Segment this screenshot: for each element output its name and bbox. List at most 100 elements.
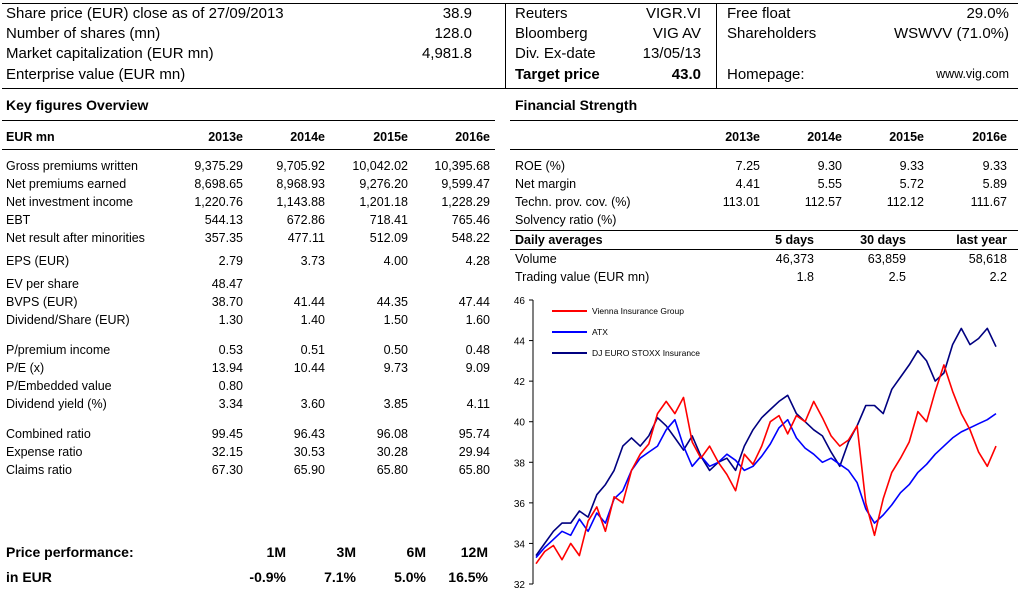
cell-value: 8,968.93 [276, 177, 325, 191]
key-figures-title: Key figures Overview [6, 97, 149, 113]
row-label: P/premium income [6, 343, 111, 357]
target-price-value: 43.0 [671, 66, 701, 83]
row-label: Solvency ratio (%) [515, 213, 617, 227]
homepage-link[interactable]: www.vig.com [936, 67, 1009, 81]
year-header: 2015e [889, 130, 924, 144]
financial-strength-title-rule [510, 120, 1018, 121]
key-figures-row: Net premiums earned 8,698.65 8,968.93 9,276… [6, 175, 496, 193]
key-figures-row: Expense ratio 32.15 30.53 30.28 29.94 [6, 443, 496, 461]
key-figures-row: Gross premiums written 9,375.29 9,705.92 10… [6, 157, 496, 175]
cell-value: 1.40 [300, 313, 325, 327]
cell-value: 111.67 [970, 195, 1007, 209]
daily-avg-col-header: last year [956, 233, 1007, 247]
shares-label: Number of shares (mn) [6, 25, 161, 42]
cell-value: 46,373 [775, 252, 814, 266]
cell-value: 44.35 [376, 295, 408, 309]
cell-value: 548.22 [451, 231, 490, 245]
legend-label-stoxx: DJ EURO STOXX Insurance [592, 348, 700, 358]
key-figures-row: P/E (x) 13.94 10.44 9.73 9.09 [6, 359, 496, 377]
key-figures-row: EV per share 48.47 [6, 275, 496, 293]
cell-value: 357.35 [204, 231, 243, 245]
perf-period: 1M [266, 544, 286, 560]
homepage-label: Homepage: [727, 66, 805, 83]
cell-value: 512.09 [369, 231, 408, 245]
row-label: Gross premiums written [6, 159, 138, 173]
cell-value: 4.28 [465, 254, 490, 268]
row-label: EPS (EUR) [6, 254, 70, 268]
cell-value: 30.28 [376, 445, 408, 459]
market-cap-label: Market capitalization (EUR mn) [6, 45, 214, 62]
y-tick-label: 46 [514, 296, 526, 307]
financial-strength-title: Financial Strength [515, 97, 638, 113]
cell-value: 9.30 [817, 159, 842, 173]
financial-strength-header-rule [510, 149, 1018, 150]
cell-value: 7.25 [735, 159, 760, 173]
cell-value: 1,201.18 [359, 195, 408, 209]
row-label: Trading value (EUR mn) [515, 270, 650, 284]
cell-value: 8,698.65 [194, 177, 243, 191]
market-cap-value: 4,981.8 [421, 45, 472, 62]
cell-value: 4.11 [466, 397, 490, 411]
cell-value: 544.13 [204, 213, 243, 227]
header-bottom-border [2, 88, 1018, 89]
y-tick-label: 40 [514, 418, 526, 429]
cell-value: 9,705.92 [276, 159, 325, 173]
cell-value: 10.44 [293, 361, 325, 375]
cell-value: 3.73 [300, 254, 325, 268]
daily-averages-row: Trading value (EUR mn) 1.8 2.5 2.2 [515, 268, 1010, 286]
price-chart: 32 34 36 38 40 42 44 46 Vienna Insurance Group A… [514, 296, 997, 590]
cell-value: 2.79 [218, 254, 243, 268]
price-performance-values-row: in EUR -0.9% 7.1% 5.0% 16.5% [6, 569, 496, 589]
header-divider-1 [505, 3, 506, 88]
daily-averages-header-rule [510, 249, 1018, 250]
reuters-label: Reuters [515, 5, 568, 22]
header-left-row: Market capitalization (EUR mn) 4,981.8 [6, 43, 502, 64]
cell-value: 2.2 [989, 270, 1007, 284]
cell-value: 9.73 [383, 361, 408, 375]
cell-value: 38.70 [211, 295, 243, 309]
reuters-value: VIGR.VI [645, 5, 701, 22]
cell-value: 4.41 [735, 177, 760, 191]
key-figures-title-rule [2, 120, 495, 121]
row-label: Net margin [515, 177, 577, 191]
perf-value: 7.1% [324, 569, 356, 585]
cell-value: 48.47 [211, 277, 243, 291]
cell-value: 718.41 [369, 213, 408, 227]
cell-value: 3.60 [300, 397, 325, 411]
year-header: 2013e [725, 130, 760, 144]
cell-value: 41.44 [293, 295, 325, 309]
y-tick-label: 42 [514, 377, 526, 388]
cell-value: 47.44 [458, 295, 490, 309]
key-figures-row: EBT 544.13 672.86 718.41 765.46 [6, 211, 496, 229]
price-performance-row: Price performance: 1M 3M 6M 12M [6, 544, 496, 564]
cell-value: 1.60 [465, 313, 490, 327]
series-line-stoxx [535, 327, 997, 557]
daily-avg-col-header: 5 days [775, 233, 814, 247]
bloomberg-label: Bloomberg [515, 25, 588, 42]
header-mid-row: Target price 43.0 [515, 64, 701, 85]
cell-value: 477.11 [287, 231, 325, 245]
financial-strength-header-row: 2013e 2014e 2015e 2016e [515, 128, 1010, 146]
cell-value: 113.01 [722, 195, 760, 209]
cell-value: 1,143.88 [276, 195, 325, 209]
y-tick-label: 34 [514, 539, 526, 550]
daily-avg-col-header: 30 days [860, 233, 906, 247]
div-exdate-value: 13/05/13 [642, 45, 701, 62]
cell-value: 5.72 [899, 177, 924, 191]
cell-value: 32.15 [211, 445, 243, 459]
cell-value: 1.50 [383, 313, 408, 327]
cell-value: 95.74 [458, 427, 490, 441]
row-label: Dividend/Share (EUR) [6, 313, 130, 327]
shareholders-label: Shareholders [727, 25, 817, 42]
year-header: 2014e [807, 130, 842, 144]
target-price-label: Target price [515, 66, 600, 83]
row-label: Dividend yield (%) [6, 397, 107, 411]
cell-value: 672.86 [286, 213, 325, 227]
key-figures-row: Dividend yield (%) 3.34 3.60 3.85 4.11 [6, 395, 496, 413]
cell-value: 13.94 [211, 361, 243, 375]
key-figures-row: Net investment income 1,220.76 1,143.88 1,2… [6, 193, 496, 211]
row-label: Net result after minorities [6, 231, 145, 245]
row-label: ROE (%) [515, 159, 565, 173]
chart-series [535, 327, 997, 565]
cell-value: 10,395.68 [434, 159, 490, 173]
